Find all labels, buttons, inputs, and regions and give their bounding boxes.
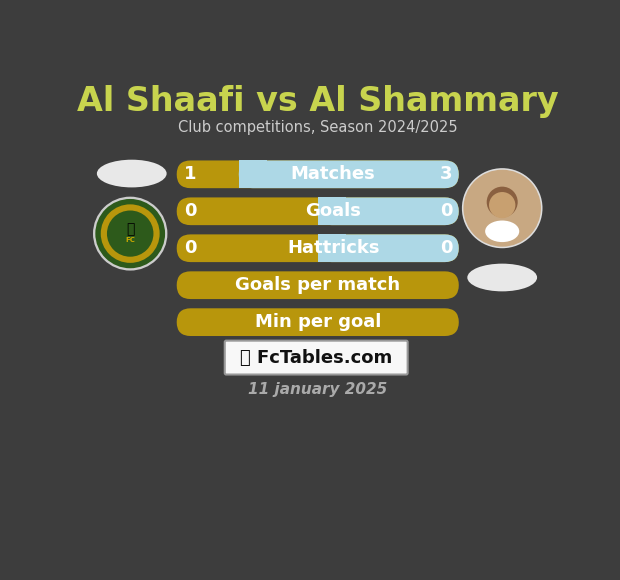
Text: 🦅: 🦅 xyxy=(126,222,135,236)
Ellipse shape xyxy=(97,160,167,187)
Text: 11 january 2025: 11 january 2025 xyxy=(248,382,388,397)
Text: Al Shaafi vs Al Shammary: Al Shaafi vs Al Shammary xyxy=(77,85,559,118)
Text: Hattricks: Hattricks xyxy=(287,239,379,258)
Text: Goals per match: Goals per match xyxy=(235,276,401,294)
Circle shape xyxy=(93,197,167,270)
FancyBboxPatch shape xyxy=(224,340,408,375)
Circle shape xyxy=(107,211,153,257)
Circle shape xyxy=(100,204,159,263)
FancyBboxPatch shape xyxy=(317,234,346,262)
FancyBboxPatch shape xyxy=(177,271,459,299)
FancyBboxPatch shape xyxy=(239,161,267,188)
Circle shape xyxy=(489,192,515,218)
Text: Min per goal: Min per goal xyxy=(255,313,381,331)
FancyBboxPatch shape xyxy=(177,197,459,225)
Text: 1: 1 xyxy=(184,165,197,183)
Circle shape xyxy=(462,168,542,248)
Text: 0: 0 xyxy=(440,202,453,220)
Text: Club competitions, Season 2024/2025: Club competitions, Season 2024/2025 xyxy=(178,120,458,135)
Circle shape xyxy=(463,170,541,246)
FancyBboxPatch shape xyxy=(317,197,346,225)
FancyBboxPatch shape xyxy=(317,234,459,262)
Ellipse shape xyxy=(485,220,520,242)
Text: Matches: Matches xyxy=(291,165,376,183)
FancyBboxPatch shape xyxy=(177,234,459,262)
Text: 0: 0 xyxy=(440,239,453,258)
Text: FC: FC xyxy=(125,237,135,243)
FancyBboxPatch shape xyxy=(177,309,459,336)
FancyBboxPatch shape xyxy=(239,161,459,188)
Text: 0: 0 xyxy=(184,239,197,258)
Circle shape xyxy=(95,199,165,269)
Text: 0: 0 xyxy=(184,202,197,220)
Text: 📊 FcTables.com: 📊 FcTables.com xyxy=(240,349,392,367)
FancyBboxPatch shape xyxy=(177,161,459,188)
Ellipse shape xyxy=(467,264,537,291)
FancyBboxPatch shape xyxy=(317,197,459,225)
Text: Goals: Goals xyxy=(305,202,361,220)
Circle shape xyxy=(487,187,518,218)
Text: 3: 3 xyxy=(440,165,453,183)
